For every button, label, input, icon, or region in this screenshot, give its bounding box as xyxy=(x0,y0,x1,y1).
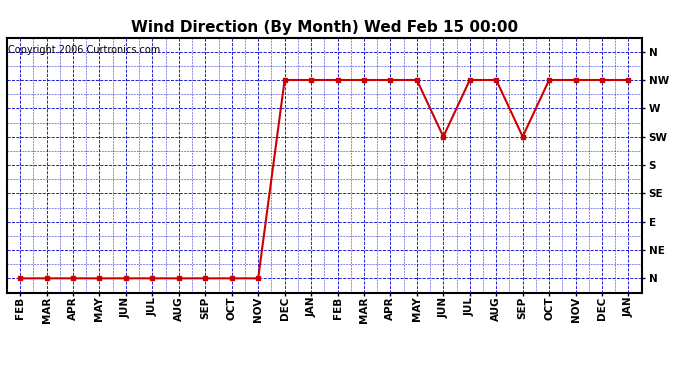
Text: Copyright 2006 Curtronics.com: Copyright 2006 Curtronics.com xyxy=(8,45,160,55)
Title: Wind Direction (By Month) Wed Feb 15 00:00: Wind Direction (By Month) Wed Feb 15 00:… xyxy=(130,20,518,35)
